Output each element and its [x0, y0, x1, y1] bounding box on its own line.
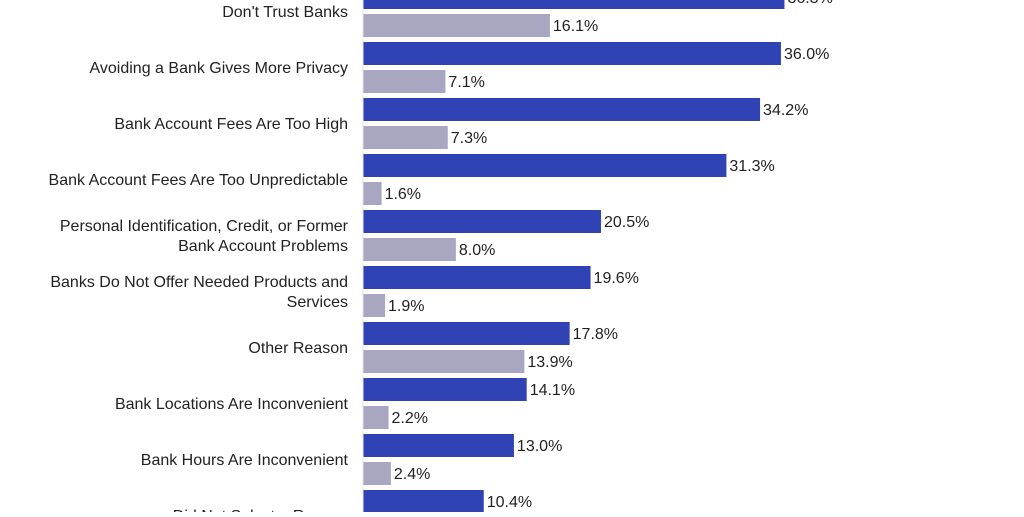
category-label: Bank Account Fees Are Too Unpredictable: [49, 172, 349, 189]
bar-series-2: [363, 350, 525, 373]
category-label-line: Bank Account Fees Are Too Unpredictable: [49, 172, 349, 189]
bar-series-2: [363, 294, 386, 317]
bar-series-2: [363, 406, 389, 429]
category-label-line: Bank Account Problems: [178, 238, 348, 255]
category-label-line: Bank Hours Are Inconvenient: [141, 452, 349, 469]
category-label: Other Reason: [248, 340, 348, 357]
category-label: Personal Identification, Credit, or Form…: [60, 218, 349, 255]
category-label-line: Other Reason: [248, 340, 348, 357]
data-label: 36.0%: [784, 46, 829, 63]
data-label: 13.0%: [517, 438, 562, 455]
data-label: 8.0%: [459, 242, 495, 259]
data-label: 17.8%: [573, 326, 618, 343]
bar-series-1: [363, 154, 727, 177]
category-label-line: Bank Locations Are Inconvenient: [115, 396, 349, 413]
bar-series-1: [363, 98, 761, 121]
data-label: 2.2%: [392, 410, 428, 427]
bar-series-2: [363, 462, 391, 485]
data-label: 14.1%: [530, 382, 575, 399]
category-label-line: Bank Account Fees Are Too High: [114, 116, 348, 133]
data-label: 34.2%: [763, 102, 808, 119]
data-label: 1.6%: [385, 186, 421, 203]
data-label: 20.5%: [604, 214, 649, 231]
category-label-line: Banks Do Not Offer Needed Products and: [50, 274, 348, 291]
category-label: Bank Hours Are Inconvenient: [141, 452, 349, 469]
category-label: Banks Do Not Offer Needed Products and Se…: [50, 274, 348, 311]
data-label: 19.6%: [594, 270, 639, 287]
data-label: 16.1%: [553, 18, 598, 35]
data-label: 2.4%: [394, 466, 430, 483]
bar-series-1: [363, 210, 602, 233]
category-label-line: Services: [287, 294, 348, 311]
category-label: Bank Account Fees Are Too High: [114, 116, 348, 133]
data-label: 7.1%: [448, 74, 484, 91]
bar-series-2: [363, 70, 446, 93]
data-label: 7.3%: [451, 130, 487, 147]
bar-series-1: [363, 322, 570, 345]
data-label: 36.3%: [787, 0, 832, 7]
bar-series-1: [363, 378, 527, 401]
bar-series-1: [363, 266, 591, 289]
bar-series-1: [363, 0, 785, 9]
bar-series-2: [363, 182, 382, 205]
data-label: 31.3%: [729, 158, 774, 175]
data-label: 13.9%: [527, 354, 572, 371]
category-label: Bank Locations Are Inconvenient: [115, 396, 349, 413]
category-label-line: Did Not Select a Reason: [173, 508, 348, 512]
category-label-line: Don't Trust Banks: [222, 4, 348, 21]
data-label: 1.9%: [388, 298, 424, 315]
data-label: 10.4%: [487, 494, 532, 511]
category-label: Don't Trust Banks: [222, 4, 348, 21]
category-label: Avoiding a Bank Gives More Privacy: [90, 60, 348, 77]
category-label-line: Avoiding a Bank Gives More Privacy: [90, 60, 348, 77]
bar-series-2: [363, 238, 456, 261]
bar-series-1: [363, 490, 484, 513]
bar-series-1: [363, 42, 781, 65]
bar-series-2: [363, 14, 550, 37]
bar-series-2: [363, 126, 448, 149]
category-label: Did Not Select a Reason: [173, 508, 348, 512]
bar-series-1: [363, 434, 514, 457]
category-label-line: Personal Identification, Credit, or Form…: [60, 218, 349, 235]
